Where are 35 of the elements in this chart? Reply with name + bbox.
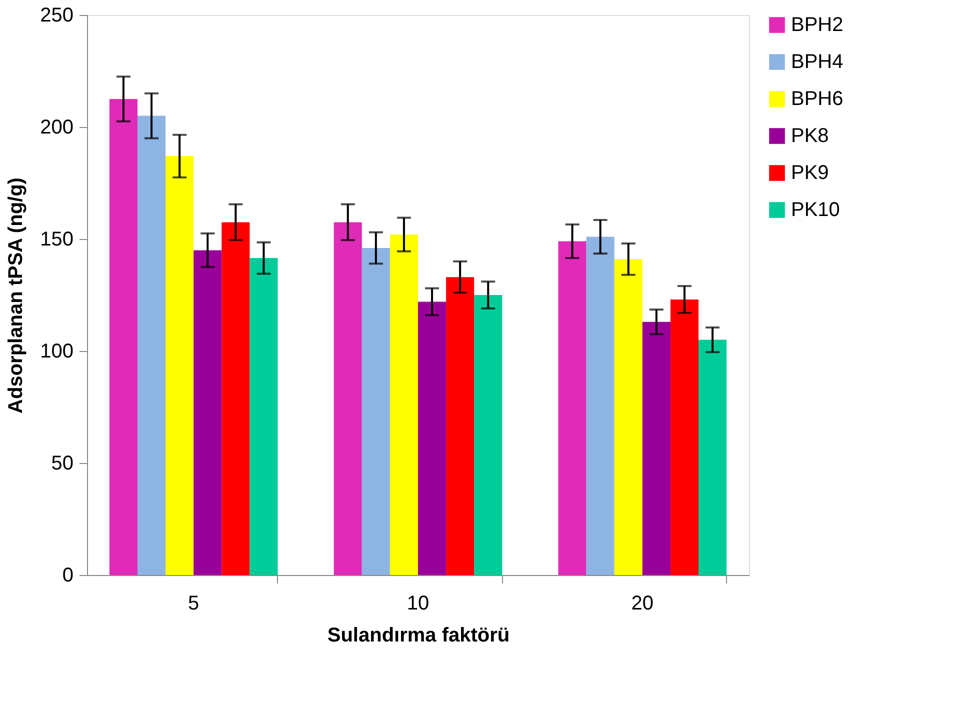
bar <box>558 241 586 575</box>
y-tick-label: 200 <box>40 116 74 138</box>
legend-label: BPH2 <box>791 14 844 36</box>
bar <box>446 277 474 575</box>
bar <box>670 299 699 575</box>
legend-label: PK9 <box>791 162 829 184</box>
x-axis-title: Sulandırma faktörü <box>327 624 510 646</box>
bar <box>194 250 222 575</box>
legend-label: BPH6 <box>791 88 844 110</box>
legend-label: BPH4 <box>791 51 844 73</box>
bar <box>474 295 502 575</box>
bar <box>222 222 250 575</box>
legend-label: PK10 <box>791 199 840 221</box>
bar <box>250 258 278 575</box>
bar <box>390 234 418 575</box>
y-tick-label: 100 <box>40 340 74 362</box>
bar <box>418 302 446 575</box>
bar <box>109 99 138 575</box>
y-tick-label: 250 <box>40 4 74 26</box>
x-tick-label: 20 <box>631 592 654 614</box>
y-axis-title: Adsorplanan tPSA (ng/g) <box>5 178 28 414</box>
y-tick-label: 0 <box>62 564 74 586</box>
bar <box>698 340 727 575</box>
bar <box>586 236 614 575</box>
bar <box>642 322 670 575</box>
y-tick-label: 50 <box>51 452 74 474</box>
bar <box>334 222 362 575</box>
bar <box>614 259 642 575</box>
x-tick-label: 10 <box>406 592 430 614</box>
legend-label: PK8 <box>791 125 829 147</box>
x-tick-label: 5 <box>188 592 200 614</box>
y-tick-label: 150 <box>40 228 74 250</box>
bar <box>166 156 194 575</box>
bar <box>137 116 166 575</box>
bar <box>362 248 390 575</box>
